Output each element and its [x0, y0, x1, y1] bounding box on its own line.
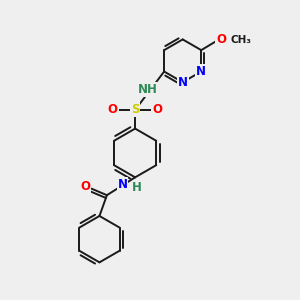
- Text: S: S: [131, 103, 140, 116]
- Text: NH: NH: [138, 83, 158, 96]
- Text: N: N: [196, 65, 206, 78]
- Text: N: N: [118, 178, 128, 191]
- Text: O: O: [152, 103, 162, 116]
- Text: N: N: [178, 76, 188, 89]
- Text: O: O: [80, 180, 91, 193]
- Text: O: O: [216, 33, 226, 46]
- Text: O: O: [108, 103, 118, 116]
- Text: CH₃: CH₃: [230, 35, 251, 45]
- Text: H: H: [132, 181, 142, 194]
